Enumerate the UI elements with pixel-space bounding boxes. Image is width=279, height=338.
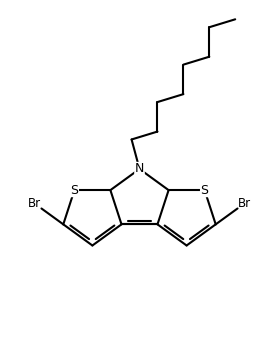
Text: S: S xyxy=(201,184,209,197)
Text: S: S xyxy=(70,184,78,197)
Text: Br: Br xyxy=(28,197,41,210)
Text: N: N xyxy=(135,163,144,175)
Text: Br: Br xyxy=(238,197,251,210)
